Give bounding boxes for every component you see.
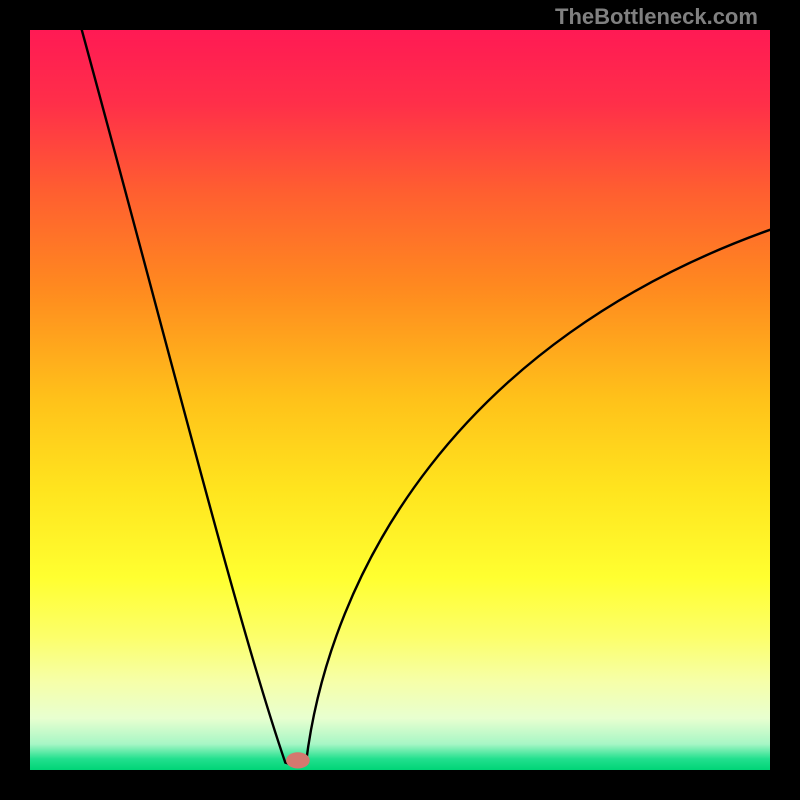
bottleneck-chart	[30, 30, 770, 770]
gradient-background	[30, 30, 770, 770]
plot-area	[30, 30, 770, 770]
optimal-point-marker	[286, 752, 310, 768]
watermark-text: TheBottleneck.com	[555, 4, 758, 30]
